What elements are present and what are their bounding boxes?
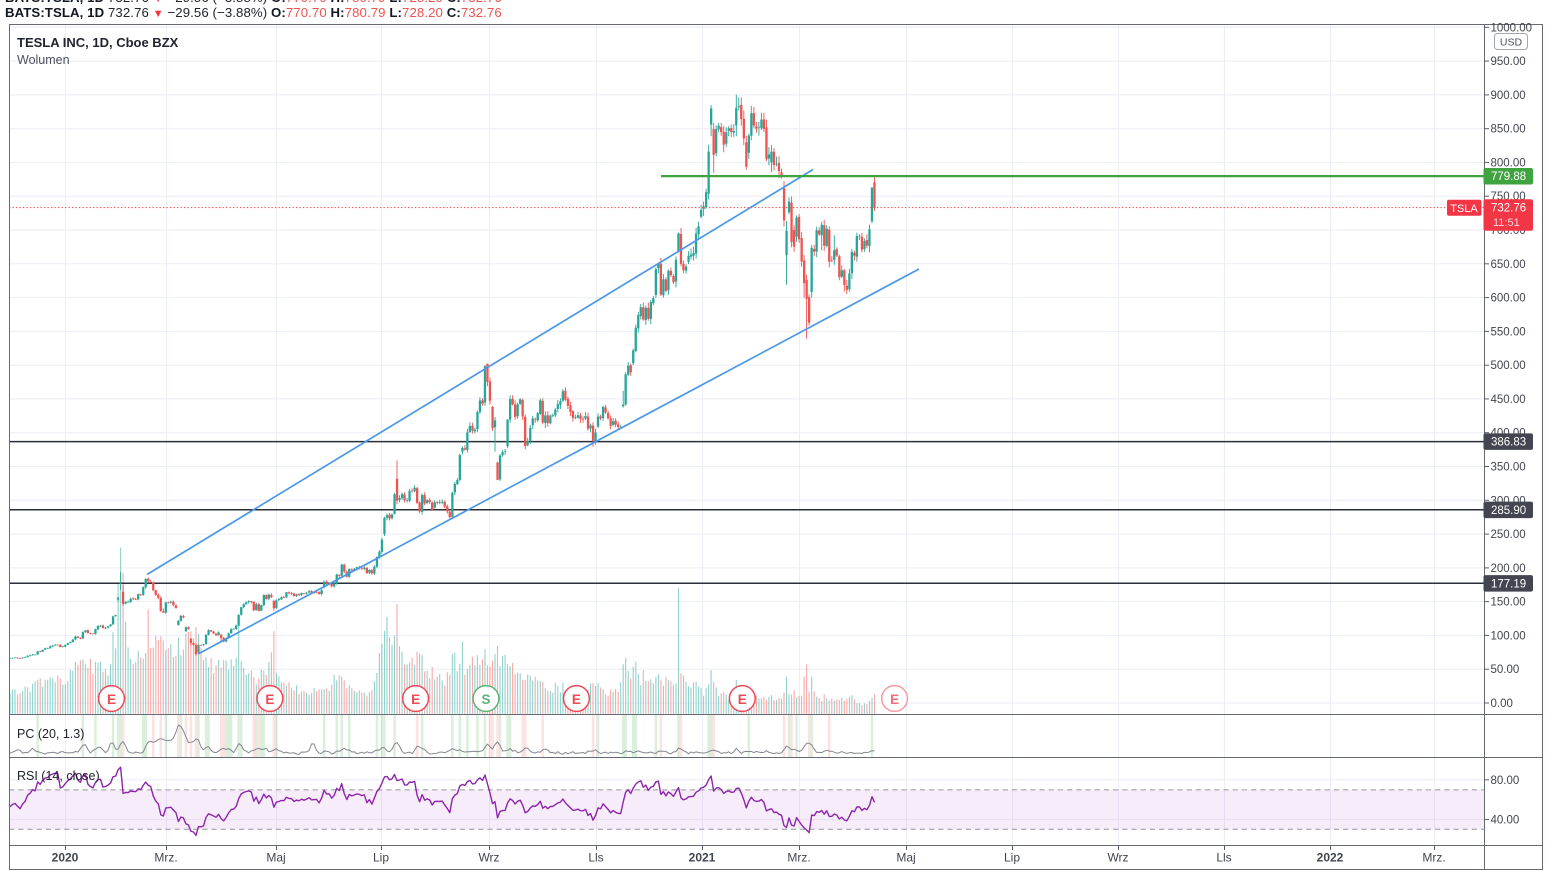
svg-text:11:51: 11:51 — [1493, 217, 1520, 229]
svg-text:650.00: 650.00 — [1491, 259, 1526, 271]
svg-text:RSI (14, close): RSI (14, close) — [17, 769, 100, 783]
svg-text:S: S — [481, 692, 490, 707]
svg-text:Wolumen: Wolumen — [17, 53, 70, 67]
svg-text:900.00: 900.00 — [1491, 90, 1526, 102]
svg-text:2022: 2022 — [1317, 851, 1344, 865]
svg-text:250.00: 250.00 — [1491, 529, 1526, 541]
svg-text:150.00: 150.00 — [1491, 597, 1526, 609]
svg-text:E: E — [738, 692, 747, 707]
svg-text:Lip: Lip — [1004, 851, 1020, 865]
svg-text:40.00: 40.00 — [1491, 815, 1520, 827]
svg-text:950.00: 950.00 — [1491, 56, 1526, 68]
svg-text:E: E — [572, 692, 581, 707]
svg-text:TESLA INC, 1D, Cboe BZX: TESLA INC, 1D, Cboe BZX — [17, 35, 179, 50]
svg-text:779.88: 779.88 — [1491, 171, 1526, 183]
svg-text:1000.00: 1000.00 — [1491, 22, 1533, 34]
svg-text:600.00: 600.00 — [1491, 293, 1526, 305]
svg-text:BATS:TSLA, 1D 732.76 ▼ −29.56: BATS:TSLA, 1D 732.76 ▼ −29.56 (−3.88%) O… — [5, 5, 502, 20]
svg-text:450.00: 450.00 — [1491, 394, 1526, 406]
svg-text:850.00: 850.00 — [1491, 124, 1526, 136]
svg-text:E: E — [107, 692, 116, 707]
svg-text:Wrz: Wrz — [1107, 851, 1128, 865]
svg-text:USD: USD — [1500, 37, 1523, 49]
svg-text:0.00: 0.00 — [1491, 698, 1513, 710]
svg-text:TSLA: TSLA — [1450, 203, 1478, 215]
svg-text:500.00: 500.00 — [1491, 360, 1526, 372]
svg-text:Mrz.: Mrz. — [1422, 851, 1445, 865]
svg-text:Wrz: Wrz — [478, 851, 499, 865]
svg-text:2020: 2020 — [52, 851, 79, 865]
svg-text:177.19: 177.19 — [1491, 578, 1526, 590]
svg-text:BATS:TSLA, 1D 732.76 ▼ −29.56: BATS:TSLA, 1D 732.76 ▼ −29.56 (−3.88%) O… — [5, 0, 502, 5]
svg-text:285.90: 285.90 — [1491, 505, 1526, 517]
svg-text:732.76: 732.76 — [1491, 203, 1526, 215]
svg-text:80.00: 80.00 — [1491, 775, 1520, 787]
svg-text:E: E — [890, 692, 899, 707]
svg-text:2021: 2021 — [689, 851, 716, 865]
svg-text:Lls: Lls — [588, 851, 603, 865]
svg-text:E: E — [411, 692, 420, 707]
svg-text:50.00: 50.00 — [1491, 664, 1520, 676]
svg-text:Lip: Lip — [373, 851, 389, 865]
svg-text:E: E — [265, 692, 274, 707]
svg-text:PC (20, 1.3): PC (20, 1.3) — [17, 727, 84, 741]
svg-text:386.83: 386.83 — [1491, 437, 1526, 449]
svg-text:200.00: 200.00 — [1491, 563, 1526, 575]
svg-text:100.00: 100.00 — [1491, 630, 1526, 642]
svg-text:Maj: Maj — [266, 851, 285, 865]
svg-text:Lls: Lls — [1216, 851, 1231, 865]
svg-text:800.00: 800.00 — [1491, 157, 1526, 169]
svg-text:550.00: 550.00 — [1491, 326, 1526, 338]
svg-text:Mrz.: Mrz. — [787, 851, 810, 865]
svg-text:Maj: Maj — [896, 851, 915, 865]
svg-text:350.00: 350.00 — [1491, 462, 1526, 474]
svg-text:Mrz.: Mrz. — [154, 851, 177, 865]
